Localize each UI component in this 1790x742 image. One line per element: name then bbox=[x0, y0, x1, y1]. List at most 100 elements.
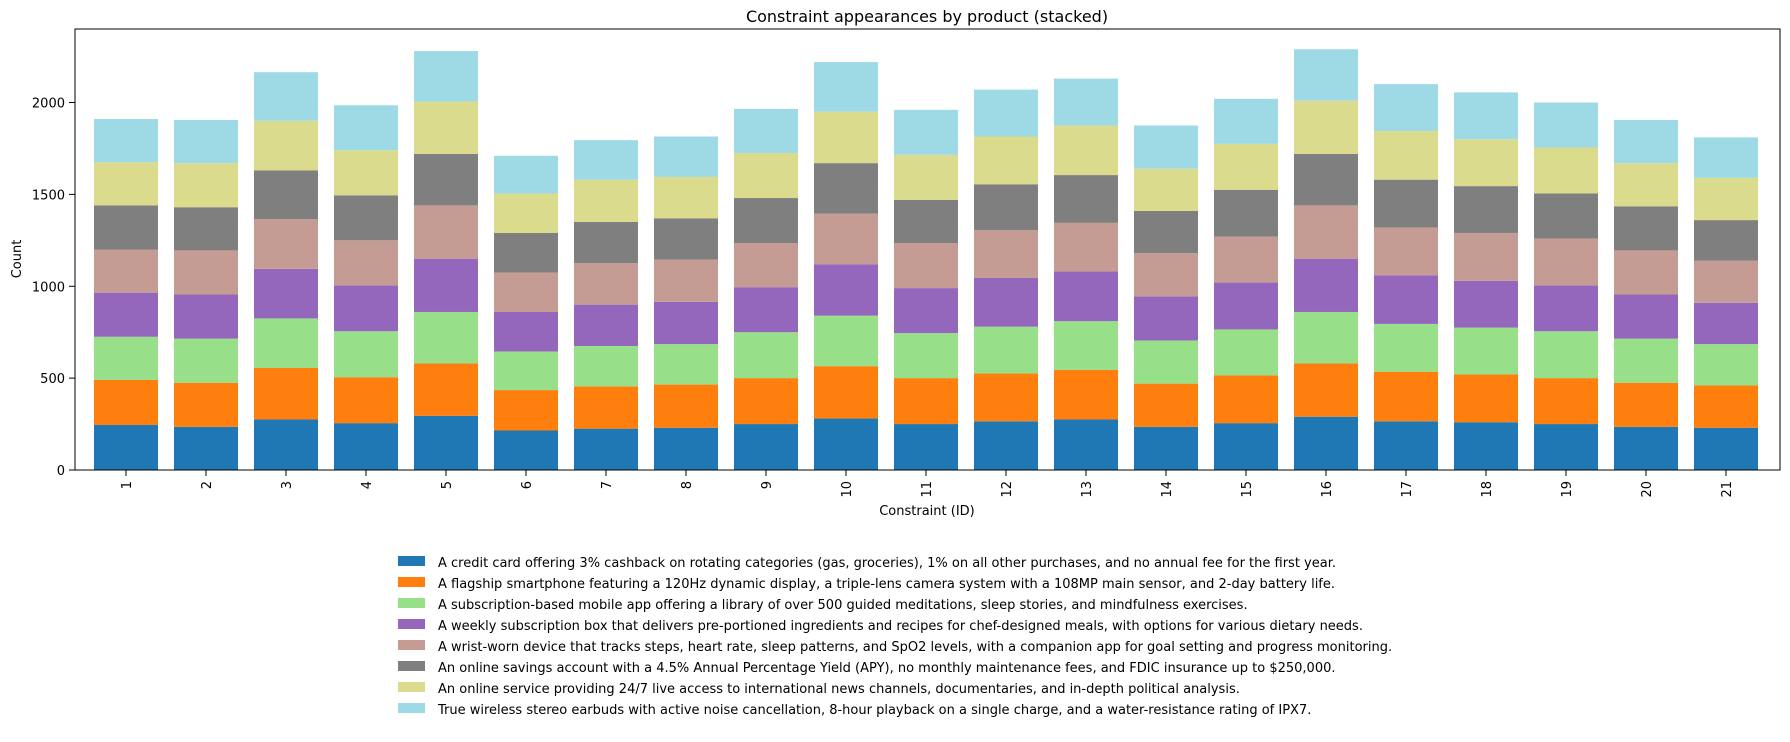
bar-segment-4-14 bbox=[1134, 296, 1198, 341]
bar-segment-3-2 bbox=[174, 338, 238, 383]
bar-segment-5-14 bbox=[1134, 253, 1198, 297]
bar-segment-3-14 bbox=[1134, 340, 1198, 384]
bar-segment-7-9 bbox=[734, 153, 798, 199]
bar-segment-1-12 bbox=[974, 421, 1038, 470]
bar-segment-3-15 bbox=[1214, 329, 1278, 376]
bar-segment-6-13 bbox=[1054, 175, 1118, 223]
bar-segment-5-6 bbox=[494, 272, 558, 312]
bar-segment-7-7 bbox=[574, 179, 638, 222]
bar-segment-8-21 bbox=[1694, 137, 1758, 178]
bar-segment-6-16 bbox=[1294, 153, 1358, 206]
bar-segment-4-8 bbox=[654, 301, 718, 345]
bar-segment-1-10 bbox=[814, 418, 878, 470]
bar-segment-8-14 bbox=[1134, 125, 1198, 169]
bar-segment-4-21 bbox=[1694, 302, 1758, 345]
bar-segment-3-13 bbox=[1054, 321, 1118, 370]
bar-segment-4-18 bbox=[1454, 280, 1518, 328]
bar-segment-6-4 bbox=[334, 195, 398, 241]
bar-segment-4-12 bbox=[974, 277, 1038, 327]
bar-segment-6-17 bbox=[1374, 179, 1438, 228]
legend-label-1: A credit card offering 3% cashback on ro… bbox=[438, 556, 1336, 571]
bar-segment-5-20 bbox=[1614, 250, 1678, 295]
bar-segment-1-3 bbox=[254, 419, 318, 470]
bar-segment-7-19 bbox=[1534, 147, 1598, 194]
bar-segment-1-6 bbox=[494, 430, 558, 470]
bar-segment-5-13 bbox=[1054, 222, 1118, 272]
bar-segment-6-9 bbox=[734, 198, 798, 244]
bar-segment-4-2 bbox=[174, 294, 238, 339]
bar-segment-1-8 bbox=[654, 427, 718, 470]
bar-segment-2-7 bbox=[574, 386, 638, 429]
bar-segment-5-7 bbox=[574, 263, 638, 305]
bar-segment-8-17 bbox=[1374, 84, 1438, 131]
bar-segment-3-4 bbox=[334, 331, 398, 378]
x-tick-label: 9 bbox=[760, 481, 775, 489]
bar-segment-6-14 bbox=[1134, 210, 1198, 254]
bar-segment-7-18 bbox=[1454, 139, 1518, 187]
legend-swatch-7 bbox=[398, 682, 425, 692]
bar-segment-2-3 bbox=[254, 368, 318, 420]
legend-swatch-8 bbox=[398, 703, 425, 713]
bar-segment-6-6 bbox=[494, 232, 558, 273]
bar-segment-5-12 bbox=[974, 230, 1038, 278]
bar-segment-8-3 bbox=[254, 72, 318, 121]
legend-label-5: A wrist-worn device that tracks steps, h… bbox=[438, 640, 1392, 655]
legend-swatch-5 bbox=[398, 640, 425, 650]
y-axis-label: Count bbox=[10, 240, 25, 279]
bar-segment-4-1 bbox=[94, 292, 158, 337]
bar-segment-7-6 bbox=[494, 193, 558, 233]
x-tick-label: 2 bbox=[200, 481, 215, 489]
bar-segment-1-4 bbox=[334, 423, 398, 470]
bar-segment-7-21 bbox=[1694, 177, 1758, 221]
legend-swatch-1 bbox=[398, 556, 425, 566]
bar-segment-4-13 bbox=[1054, 271, 1118, 322]
x-tick-label: 17 bbox=[1400, 481, 1415, 498]
bar-segment-5-9 bbox=[734, 243, 798, 288]
bar-segment-8-11 bbox=[894, 109, 958, 155]
bar-segment-5-10 bbox=[814, 213, 878, 265]
bar-segment-6-20 bbox=[1614, 206, 1678, 251]
bar-segment-1-13 bbox=[1054, 419, 1118, 470]
y-tick-label: 2000 bbox=[32, 97, 65, 112]
legend-label-2: A flagship smartphone featuring a 120Hz … bbox=[438, 577, 1335, 592]
bar-segment-4-4 bbox=[334, 285, 398, 332]
x-tick-label: 8 bbox=[680, 481, 695, 489]
bar-segment-2-20 bbox=[1614, 382, 1678, 427]
bar-segment-3-19 bbox=[1534, 331, 1598, 379]
bar-segment-2-1 bbox=[94, 379, 158, 425]
bar-segment-8-12 bbox=[974, 89, 1038, 137]
bar-segment-6-7 bbox=[574, 221, 638, 264]
chart-title: Constraint appearances by product (stack… bbox=[746, 7, 1108, 26]
x-tick-label: 11 bbox=[920, 481, 935, 498]
bar-segment-3-9 bbox=[734, 332, 798, 379]
bar-segment-3-18 bbox=[1454, 327, 1518, 375]
x-tick-label: 5 bbox=[440, 481, 455, 489]
bar-segment-7-16 bbox=[1294, 100, 1358, 154]
bar-segment-6-12 bbox=[974, 184, 1038, 231]
bar-segment-7-8 bbox=[654, 176, 718, 219]
bar-segment-1-1 bbox=[94, 424, 158, 470]
bar-segment-2-8 bbox=[654, 384, 718, 428]
bar-segment-5-15 bbox=[1214, 236, 1278, 283]
bar-segment-5-2 bbox=[174, 250, 238, 295]
bar-segment-4-3 bbox=[254, 268, 318, 319]
bar-segment-8-6 bbox=[494, 155, 558, 194]
bar-segment-6-1 bbox=[94, 205, 158, 250]
x-tick-label: 15 bbox=[1240, 481, 1255, 498]
bar-segment-8-5 bbox=[414, 51, 478, 102]
x-tick-label: 1 bbox=[120, 481, 135, 489]
bar-segment-7-1 bbox=[94, 162, 158, 206]
bar-segment-8-19 bbox=[1534, 102, 1598, 148]
legend-label-4: A weekly subscription box that delivers … bbox=[438, 619, 1363, 634]
bar-segment-5-17 bbox=[1374, 227, 1438, 276]
bar-segment-3-12 bbox=[974, 326, 1038, 374]
bar-segment-2-12 bbox=[974, 373, 1038, 422]
bar-segment-3-1 bbox=[94, 336, 158, 380]
x-tick-label: 16 bbox=[1320, 481, 1335, 498]
bar-segment-5-18 bbox=[1454, 232, 1518, 281]
bar-segment-1-5 bbox=[414, 415, 478, 470]
bar-segment-8-1 bbox=[94, 119, 158, 163]
bar-segment-2-10 bbox=[814, 366, 878, 419]
